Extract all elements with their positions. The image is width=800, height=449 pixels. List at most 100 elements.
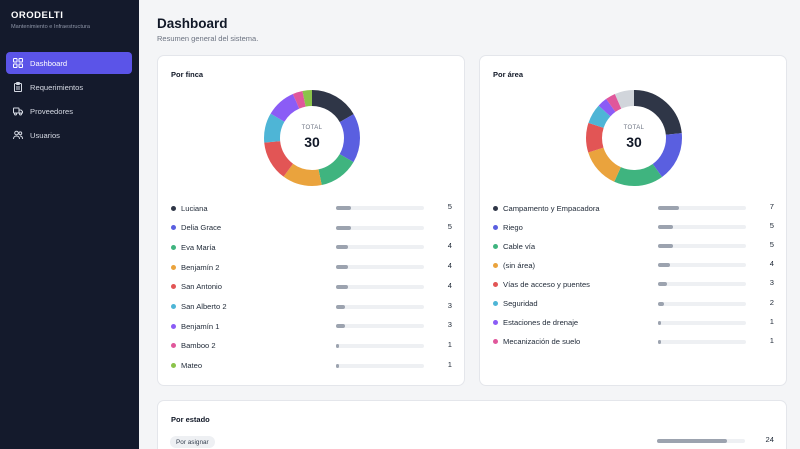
legend-label: Seguridad xyxy=(503,299,538,308)
sidebar: ORODELTI Mantenimiento e Infraestructura… xyxy=(0,0,139,449)
donut-slice xyxy=(586,90,682,186)
truck-icon xyxy=(13,106,23,116)
legend-bar-fill xyxy=(336,324,345,329)
legend-dot xyxy=(171,264,176,270)
legend-dot xyxy=(171,225,176,231)
legend-count: 1 xyxy=(447,339,452,349)
legend-label: San Alberto 2 xyxy=(181,302,227,311)
legend-bar-track xyxy=(336,225,424,230)
sidebar-item-usuarios[interactable]: Usuarios xyxy=(6,124,132,146)
sidebar-item-proveedores[interactable]: Proveedores xyxy=(6,100,132,122)
sidebar-item-label: Usuarios xyxy=(30,130,60,140)
legend-bar-fill xyxy=(336,363,339,368)
legend-row: Campamento y Empacadora xyxy=(493,202,653,214)
legend-row: Mateo xyxy=(171,360,331,372)
legend-count: 4 xyxy=(447,261,452,271)
legend-dot xyxy=(493,301,498,306)
legend-bar-track xyxy=(658,282,746,287)
legend-bar-fill xyxy=(658,320,661,325)
legend-count: 7 xyxy=(769,202,774,211)
legend-dot xyxy=(493,224,498,230)
legend-bar-fill xyxy=(658,206,679,210)
donut-slice xyxy=(264,90,360,186)
legend-label: (sin área) xyxy=(503,260,536,270)
page-subtitle: Resumen general del sistema. xyxy=(157,34,259,43)
donut-total-label: TOTAL xyxy=(301,125,323,131)
legend-count: 2 xyxy=(769,297,774,307)
estado-bar-track xyxy=(657,439,745,443)
status-badge-por-asignar: Por asignar xyxy=(170,436,215,448)
legend-count: 1 xyxy=(769,335,774,345)
sidebar-item-requerimientos[interactable]: Requerimientos xyxy=(6,76,132,98)
legend-bar-fill xyxy=(336,304,345,309)
users-icon xyxy=(13,130,23,140)
legend-label: Riego xyxy=(503,222,523,232)
legend-bar-fill xyxy=(336,265,348,270)
legend-count: 4 xyxy=(447,280,452,290)
legend-count: 3 xyxy=(447,300,452,310)
legend-count: 1 xyxy=(447,359,452,369)
legend-bar-fill xyxy=(658,225,673,230)
legend-row: San Alberto 2 xyxy=(171,301,331,313)
legend-count: 3 xyxy=(447,320,452,330)
legend-bar-track xyxy=(336,324,424,329)
donut-slice xyxy=(586,90,682,186)
card-title: Por área xyxy=(493,70,524,79)
donut-total-value: 30 xyxy=(304,134,320,150)
legend-bar-fill xyxy=(336,206,351,210)
legend-dot xyxy=(493,339,498,345)
donut-slice xyxy=(586,90,682,186)
legend-dot xyxy=(171,363,176,369)
legend-count: 5 xyxy=(447,221,452,231)
legend-dot xyxy=(493,243,498,249)
legend-row: Riego xyxy=(493,221,653,233)
legend-bar-track xyxy=(336,304,424,309)
sidebar-item-label: Requerimientos xyxy=(30,82,84,92)
legend-bar-fill xyxy=(336,225,351,230)
legend-bar-track xyxy=(336,284,424,289)
legend-row: Bamboo 2 xyxy=(171,340,331,352)
card-por-area: Por área TOTAL 30 Campamento y Empacador… xyxy=(479,55,787,386)
estado-count: 24 xyxy=(765,435,774,444)
legend-count: 3 xyxy=(769,278,774,288)
clipboard-icon xyxy=(13,82,23,92)
card-por-estado: Por estado 24 xyxy=(157,400,787,449)
legend-row: Seguridad xyxy=(493,298,653,310)
legend-label: Delia Grace xyxy=(181,223,222,233)
estado-bar-fill xyxy=(657,439,728,443)
legend-row: Vías de acceso y puentes xyxy=(493,278,653,290)
legend-dot xyxy=(493,320,498,326)
legend-row: (sin área) xyxy=(493,259,653,271)
legend-dot xyxy=(493,262,498,268)
legend-label: Mecanización de suelo xyxy=(503,337,581,347)
legend-row: Eva María xyxy=(171,241,331,253)
legend-bar-track xyxy=(336,265,424,270)
legend-label: Vías de acceso y puentes xyxy=(503,279,590,289)
legend-bar-fill xyxy=(658,282,667,287)
legend-bar-track xyxy=(658,206,746,210)
card-por-finca: Por finca TOTAL 30 Luciana 5 Delia Grace 5 E… xyxy=(157,55,465,386)
legend-dot xyxy=(171,205,176,211)
app-brand: ORODELTI xyxy=(11,10,64,21)
legend-label: Estaciones de drenaje xyxy=(503,318,579,328)
legend-bar-track xyxy=(658,301,746,306)
legend-count: 4 xyxy=(769,259,774,269)
legend-bar-track xyxy=(658,263,746,268)
legend-bar-track xyxy=(336,245,424,250)
legend-row: Benjamín 2 xyxy=(171,261,331,273)
legend-dot xyxy=(493,281,498,287)
legend-bar-track xyxy=(658,320,746,325)
legend-label: Benjamín 1 xyxy=(181,321,220,331)
legend-count: 5 xyxy=(447,202,452,211)
legend-bar-track xyxy=(336,343,424,348)
donut-slice xyxy=(586,90,682,186)
app-subtitle: Mantenimiento e Infraestructura xyxy=(11,24,90,30)
legend-bar-track xyxy=(658,244,746,249)
sidebar-item-dashboard[interactable]: Dashboard xyxy=(6,52,132,74)
legend-row: Delia Grace xyxy=(171,222,331,234)
legend-bar-fill xyxy=(336,245,348,250)
donut-total-label: TOTAL xyxy=(623,125,645,131)
legend-label: Eva María xyxy=(181,242,216,252)
legend-row: Estaciones de drenaje xyxy=(493,317,653,329)
legend-bar-fill xyxy=(336,343,339,348)
